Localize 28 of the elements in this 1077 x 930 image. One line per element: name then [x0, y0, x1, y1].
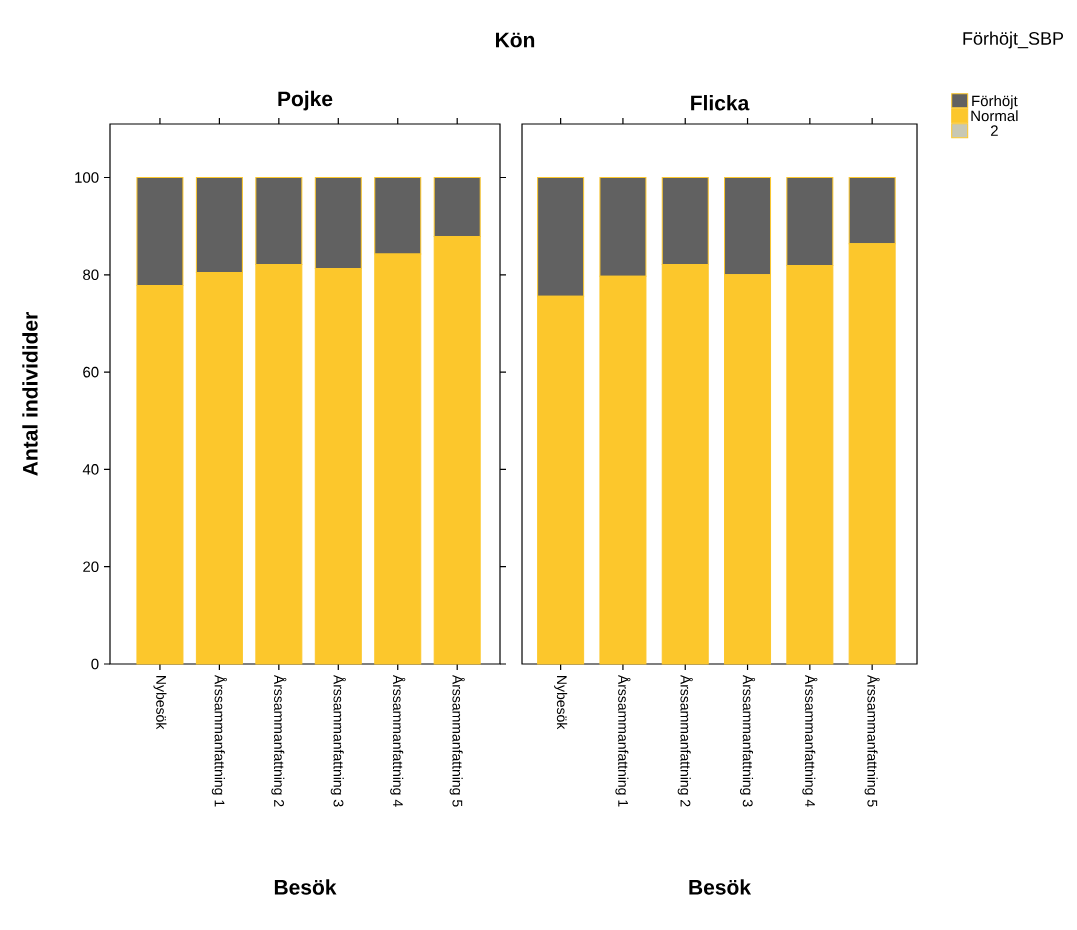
x-axis-title: Besök	[274, 879, 337, 895]
y-tick-label: 60	[83, 366, 99, 378]
x-tick-label: Årssammanfattning 3	[330, 674, 346, 807]
chart-title: Pojke	[278, 90, 333, 111]
y-tick-label: 40	[82, 464, 99, 475]
text: Kön	[496, 32, 535, 48]
y-tick-label: 100	[75, 172, 99, 183]
x-tick-label: Årssammanfattning 5	[449, 674, 465, 807]
x-tick-label: Årssammanfattning 1	[211, 674, 227, 807]
x-tick-label: Årssammanfattning 2	[271, 674, 287, 807]
x-tick-label: Årssammanfattning 1	[615, 674, 631, 807]
x-tick-label: Årssammanfattning 3	[739, 674, 756, 807]
x-tick-label: Årssammanfattning 4	[802, 674, 818, 807]
x-axis-title: Besök	[689, 879, 752, 895]
x-tick-label: Nybesök	[554, 676, 568, 730]
y-axis-title: Antal individider	[22, 312, 38, 476]
x-tick-label: Nybesök	[153, 676, 167, 730]
legend-title: Förhöjt_SBP	[963, 31, 1064, 49]
y-tick-label: 0	[91, 658, 99, 670]
x-tick-label: Årssammanfattning 2	[677, 674, 693, 807]
chart-title: Flicka	[691, 95, 750, 111]
legend-label: Normal	[971, 110, 1018, 122]
y-tick-label: 20	[83, 561, 99, 573]
legend-label: 2	[990, 125, 998, 136]
y-tick-label: 80	[83, 269, 99, 281]
x-tick-label: Årssammanfattning 4	[390, 674, 406, 807]
legend-label: Förhöjt	[972, 95, 1018, 110]
x-tick-label: Årssammanfattning 5	[864, 674, 880, 807]
